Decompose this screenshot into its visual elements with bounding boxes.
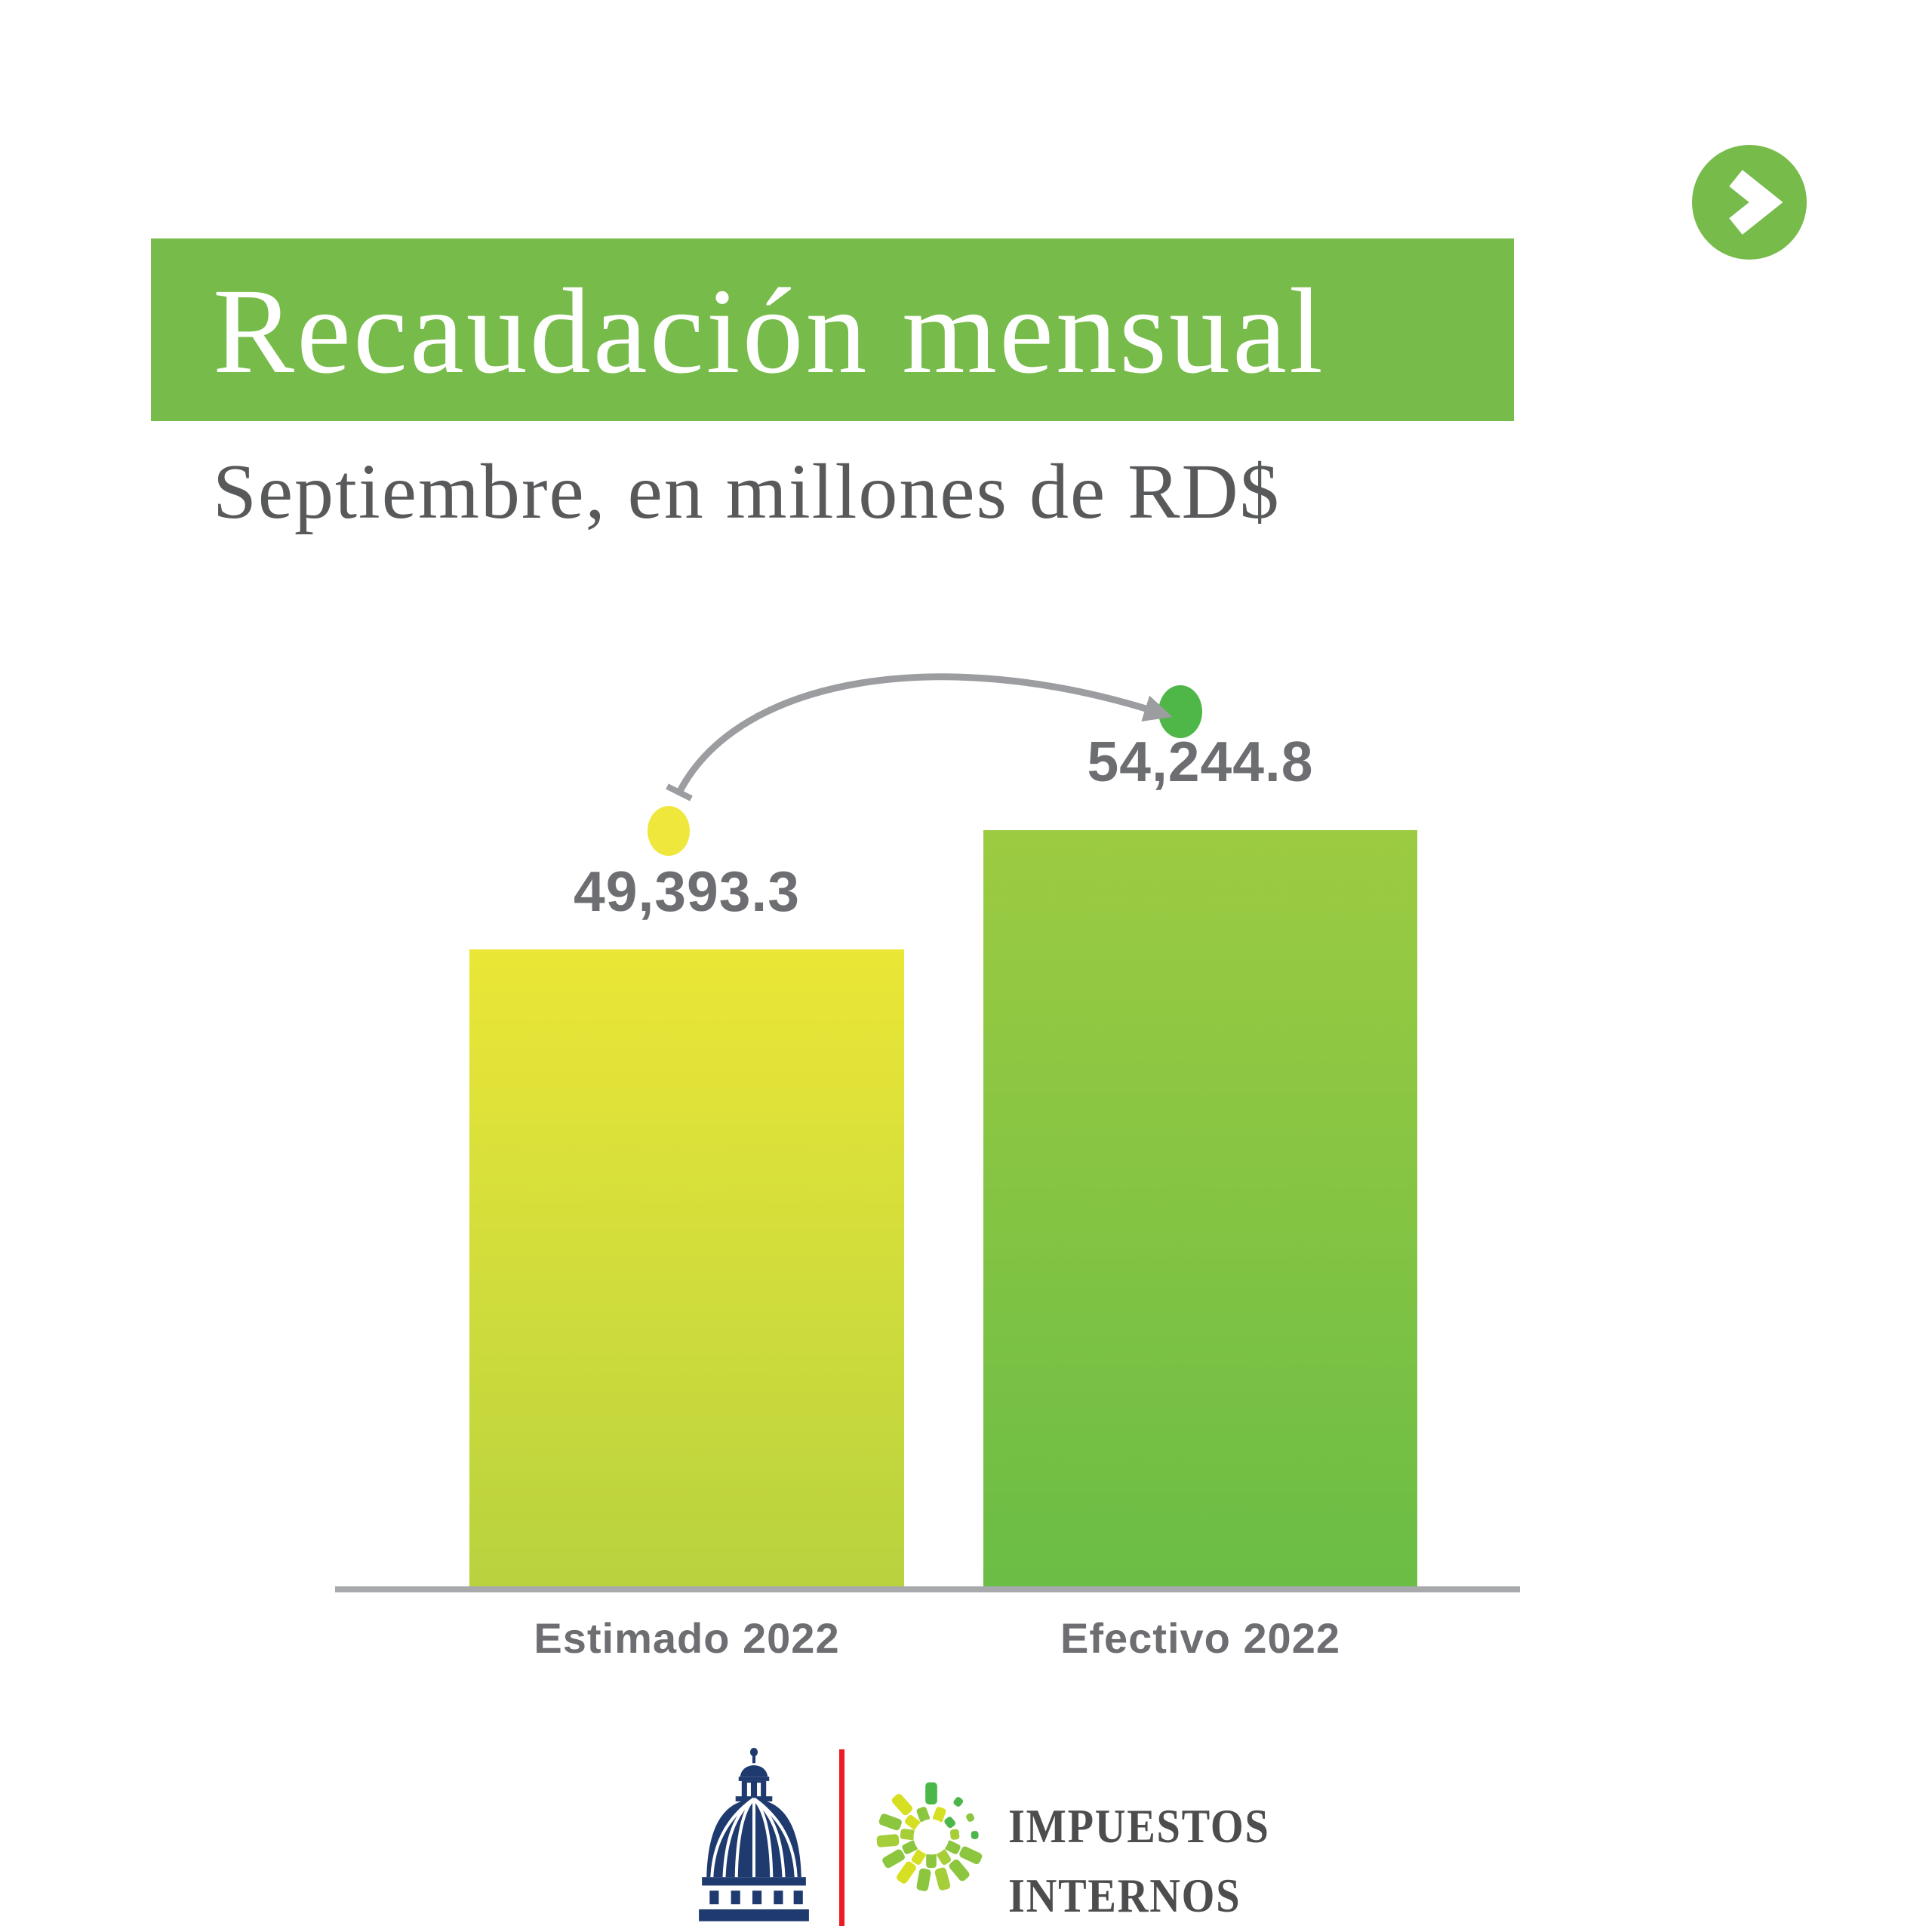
- axis-baseline: [335, 1586, 1520, 1592]
- brand-line-2: INTERNOS: [1008, 1869, 1241, 1922]
- estimado-marker-dot: [648, 806, 690, 856]
- category-label-efectivo: Efectivo 2022: [1060, 1614, 1340, 1662]
- brand-line-1: IMPUESTOS: [1008, 1799, 1270, 1853]
- page-subtitle: Septiembre, en millones de RD$: [213, 448, 1281, 535]
- bar-estimado-2022: [469, 949, 904, 1589]
- page-title: Recaudación mensual: [213, 264, 1325, 399]
- increase-arrow-icon: [666, 673, 1173, 801]
- next-button[interactable]: [1692, 145, 1807, 260]
- value-label-estimado: 49,393.3: [574, 860, 800, 923]
- impuestos-internos-logo-icon: [876, 1782, 983, 1891]
- title-band: Recaudación mensual: [151, 238, 1514, 421]
- national-palace-dome-icon: [699, 1748, 809, 1921]
- brand-wordmark: IMPUESTOS INTERNOS: [1008, 1792, 1270, 1930]
- bar-efectivo-2022: [983, 830, 1417, 1589]
- chevron-right-icon: [1729, 170, 1783, 235]
- footer-divider: [839, 1749, 844, 1926]
- category-label-estimado: Estimado 2022: [534, 1614, 840, 1662]
- value-label-efectivo: 54,244.8: [1087, 730, 1314, 793]
